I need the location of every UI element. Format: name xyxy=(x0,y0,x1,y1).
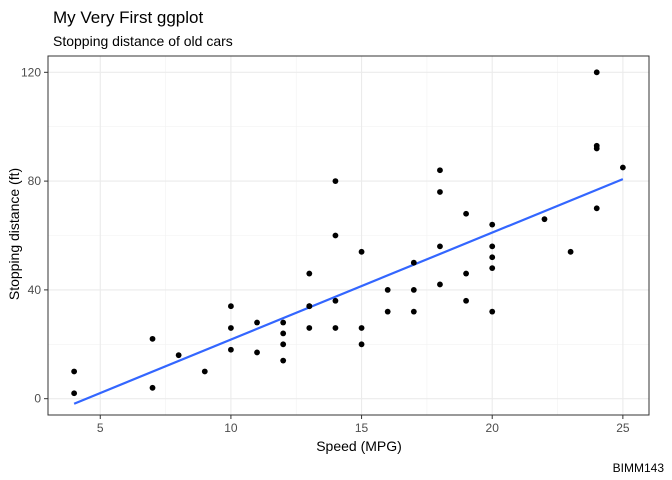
data-point xyxy=(410,308,417,315)
data-point xyxy=(358,341,365,348)
x-axis-title: Speed (MPG) xyxy=(316,438,402,454)
data-point xyxy=(437,281,443,288)
data-point xyxy=(306,303,313,310)
data-points xyxy=(71,69,626,397)
regression-line xyxy=(73,178,624,405)
panel-border xyxy=(47,55,650,416)
data-point xyxy=(280,341,287,348)
data-point xyxy=(149,384,156,391)
data-point xyxy=(280,357,287,364)
x-tick-label: 15 xyxy=(355,421,369,435)
data-point xyxy=(463,210,469,217)
data-point xyxy=(358,248,365,255)
chart-title: My Very First ggplot xyxy=(53,8,203,27)
data-point xyxy=(384,286,391,293)
data-point xyxy=(593,69,600,76)
data-point xyxy=(332,178,339,185)
data-point xyxy=(593,205,600,212)
data-point xyxy=(567,248,574,255)
data-point xyxy=(489,254,496,261)
regression-line-group xyxy=(73,178,624,405)
y-axis-ticks: 0 40 80 120 xyxy=(21,65,48,406)
data-point xyxy=(175,352,182,359)
data-point xyxy=(149,335,156,342)
data-point xyxy=(463,270,469,277)
data-point xyxy=(437,189,443,195)
data-point xyxy=(280,319,287,326)
x-axis-ticks: 5 10 15 20 25 xyxy=(97,415,630,435)
data-point xyxy=(384,308,391,315)
chart-caption: BIMM143 xyxy=(613,461,665,475)
y-tick-label: 80 xyxy=(28,174,42,188)
y-tick-label: 40 xyxy=(28,283,42,297)
data-point xyxy=(71,368,78,375)
data-point xyxy=(228,325,234,331)
data-point xyxy=(306,270,313,277)
data-point xyxy=(619,164,626,171)
data-point xyxy=(254,349,260,356)
data-point xyxy=(593,142,600,149)
data-point xyxy=(489,221,496,228)
data-point xyxy=(437,243,443,250)
x-tick-label: 25 xyxy=(616,421,630,435)
data-point xyxy=(489,265,496,272)
data-point xyxy=(71,390,78,397)
grid-minor xyxy=(48,56,649,415)
data-point xyxy=(201,368,208,375)
data-point xyxy=(228,346,234,353)
data-point xyxy=(332,232,339,239)
y-tick-label: 120 xyxy=(21,65,41,79)
data-point xyxy=(358,325,365,331)
x-tick-label: 20 xyxy=(486,421,500,435)
chart-subtitle: Stopping distance of old cars xyxy=(53,33,233,49)
grid-major xyxy=(48,56,649,415)
data-point xyxy=(254,319,260,326)
x-tick-label: 5 xyxy=(97,421,104,435)
data-point xyxy=(489,308,496,315)
data-point xyxy=(489,243,496,250)
data-point xyxy=(332,325,339,331)
data-point xyxy=(541,216,548,223)
data-point xyxy=(410,286,417,293)
data-point xyxy=(228,303,234,310)
data-point xyxy=(332,297,339,304)
y-tick-label: 0 xyxy=(34,392,41,406)
data-point xyxy=(410,259,417,266)
y-axis-title: Stopping distance (ft) xyxy=(6,168,22,300)
data-point xyxy=(463,297,469,304)
x-tick-label: 10 xyxy=(224,421,238,435)
data-point xyxy=(280,330,287,337)
data-point xyxy=(437,167,443,174)
data-point xyxy=(306,325,313,331)
